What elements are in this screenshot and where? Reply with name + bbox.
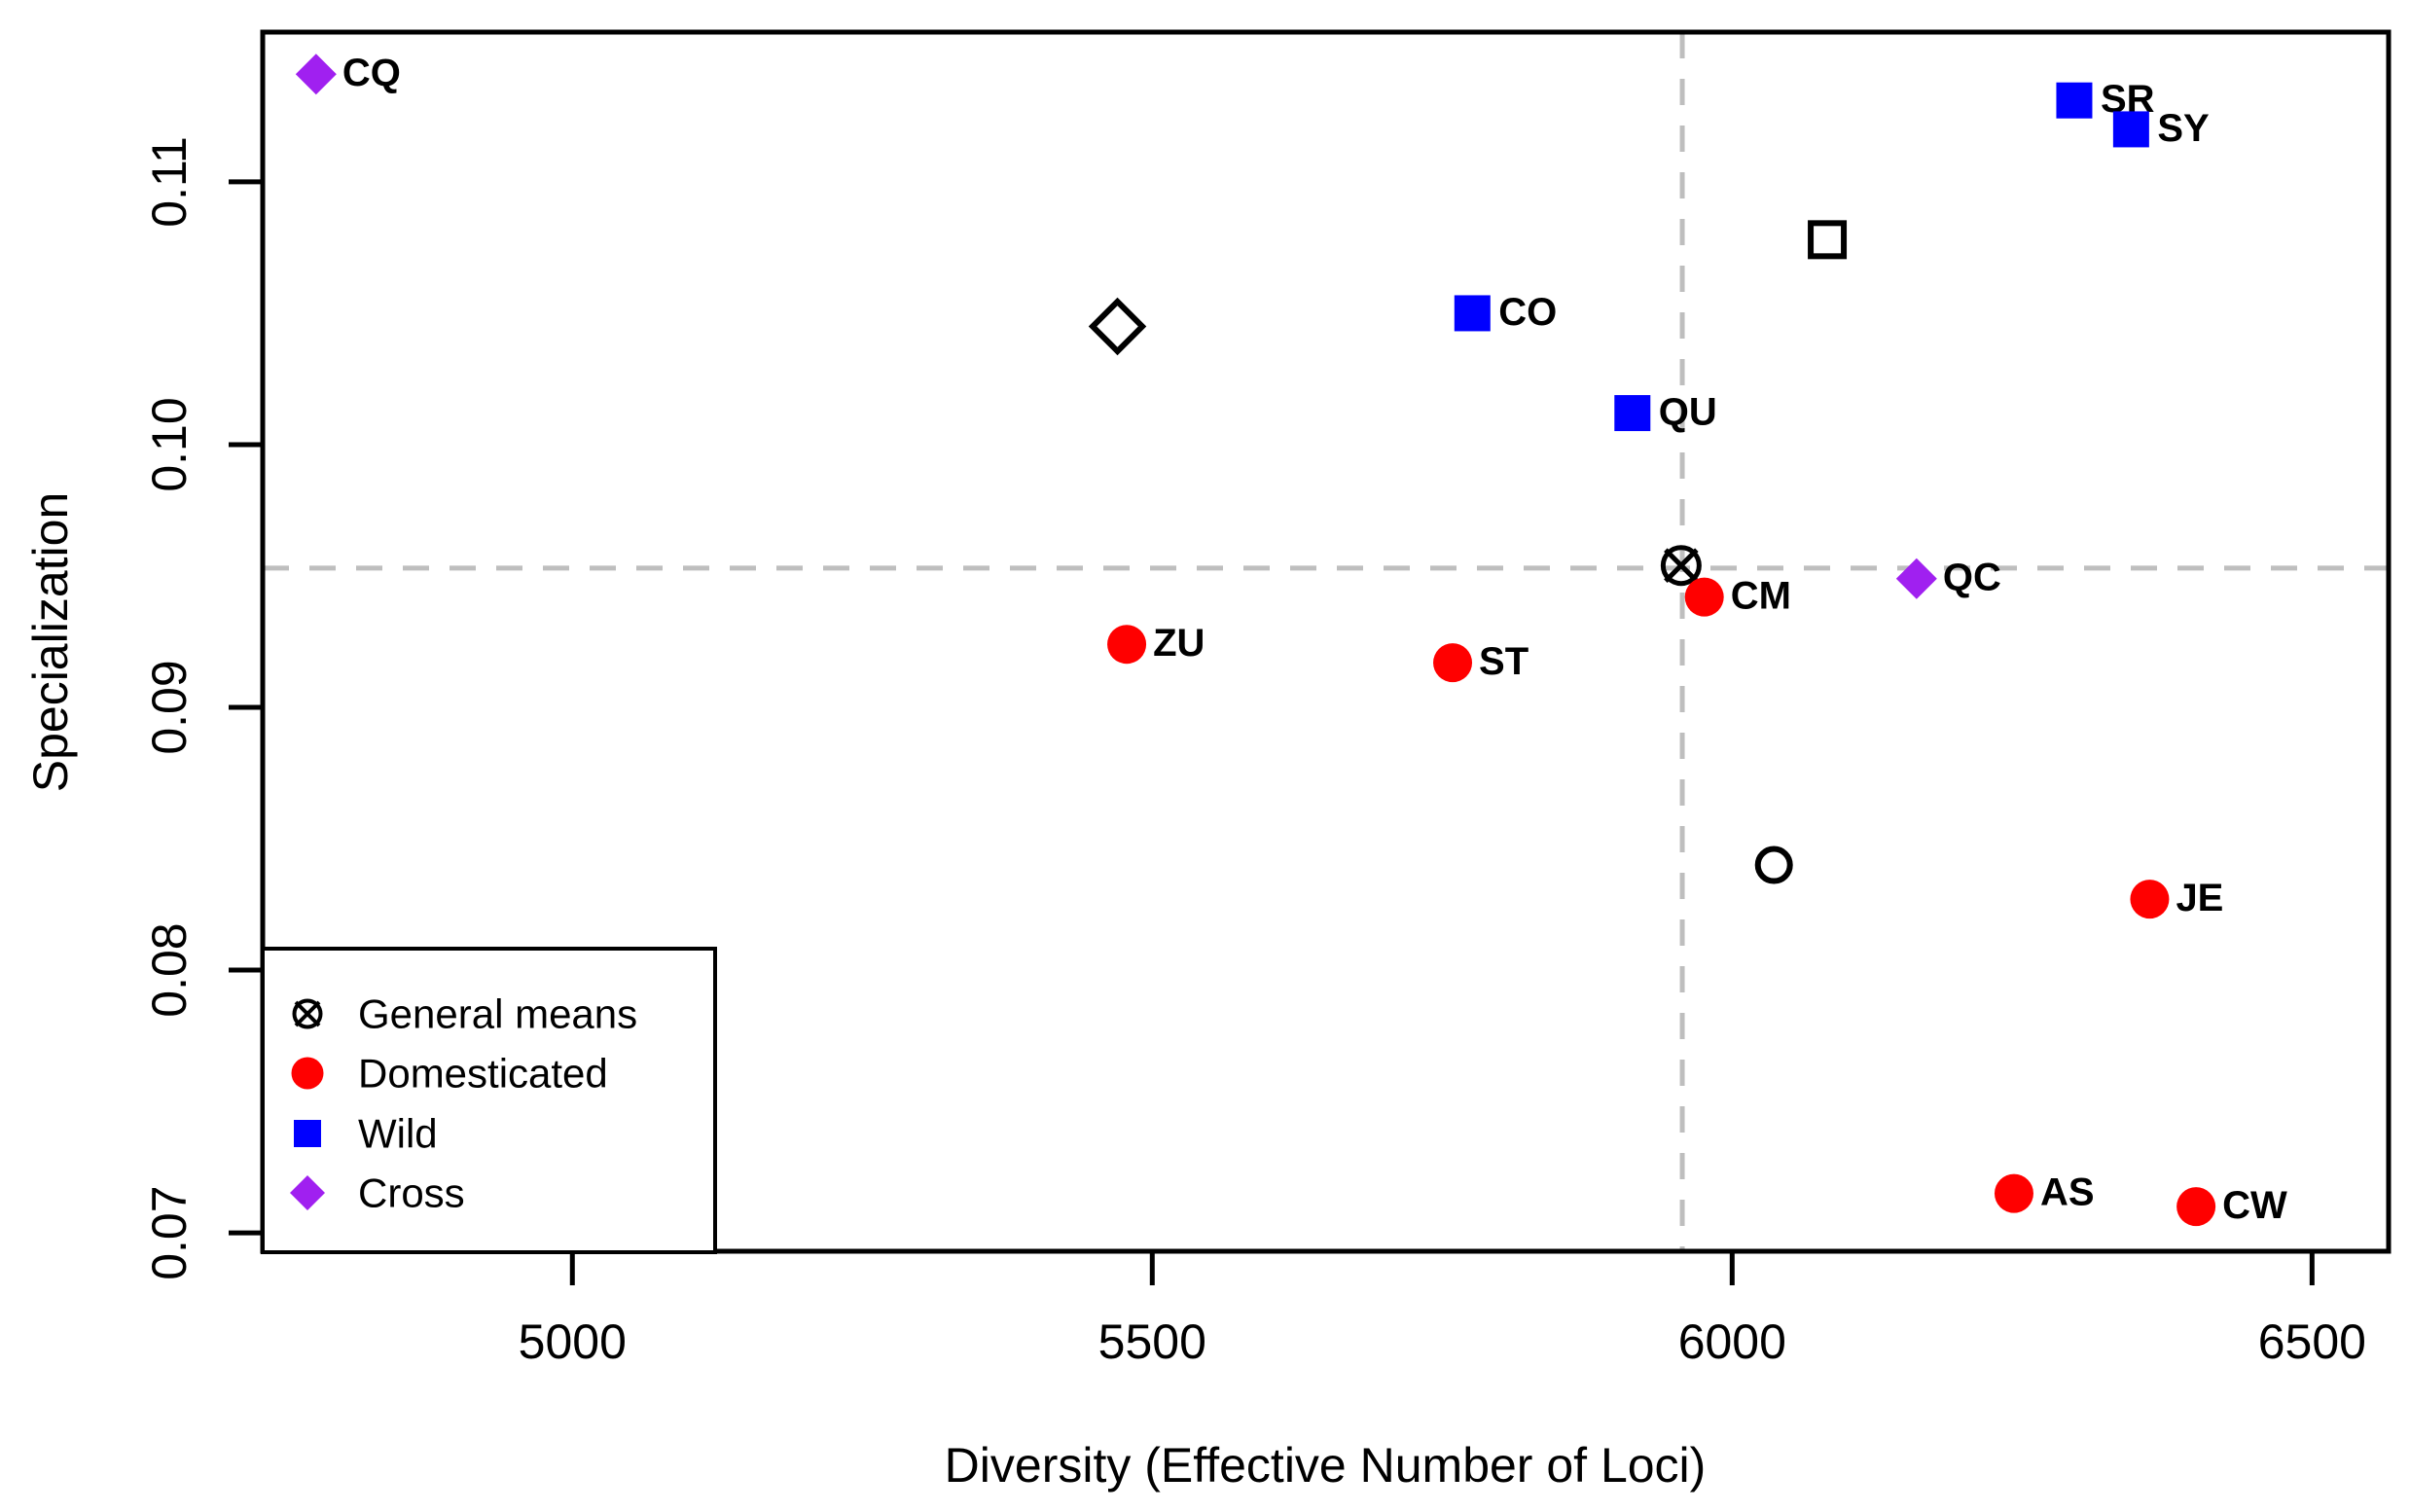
legend-symbol-cross (290, 1175, 325, 1210)
legend-box (261, 947, 717, 1254)
point-general_means-marker-circle (1660, 545, 1702, 587)
point-JE-label: JE (2176, 877, 2223, 919)
y-tick-label-0.10: 0.10 (142, 397, 197, 491)
x-tick-label-5000: 5000 (519, 1314, 627, 1369)
y-tick-label-0.09: 0.09 (142, 660, 197, 754)
point-QU-label: QU (1659, 391, 1717, 434)
legend-symbol-domesticated (291, 1057, 324, 1090)
y-tick-label-0.11: 0.11 (142, 136, 197, 228)
point-open_diamond-marker (1088, 297, 1147, 356)
legend: General means Domesticated Wild Cross (261, 947, 717, 1254)
crosshair-layer (263, 32, 2389, 1251)
legend-item-domesticated: Domesticated (291, 1051, 608, 1097)
point-CQ-marker (295, 54, 337, 95)
x-axis-title: Diversity (Effective Number of Loci) (945, 1438, 1707, 1493)
point-QU-marker (1614, 395, 1651, 432)
point-open_square-marker (1808, 220, 1848, 260)
point-CW-label: CW (2222, 1184, 2287, 1227)
point-QC-marker (1895, 558, 1937, 599)
y-axis-title: Specialization (23, 492, 78, 793)
plot-border (260, 29, 2392, 1254)
point-general_means-marker-x2 (1664, 548, 1699, 583)
point-CM-marker (1684, 577, 1724, 617)
x-tick-label-5500: 5500 (1098, 1314, 1206, 1369)
point-ST-label: ST (1479, 640, 1529, 683)
x-tick-label-6000: 6000 (1678, 1314, 1786, 1369)
point-CO-label: CO (1498, 291, 1557, 334)
point-open_circle-marker (1754, 846, 1793, 884)
point-QC-label: QC (1943, 557, 2001, 599)
x-tick-label-6500: 6500 (2258, 1314, 2366, 1369)
point-SR-marker (2056, 82, 2093, 119)
legend-item-wild: Wild (294, 1111, 438, 1157)
point-AS-marker (1994, 1173, 2033, 1213)
y-tick-label-0.07: 0.07 (142, 1185, 197, 1279)
point-SY-marker (2112, 111, 2149, 148)
legend-symbol-general-means (292, 998, 323, 1029)
legend-symbol-general-means-circle (292, 998, 323, 1029)
point-general_means-marker (1660, 545, 1702, 587)
legend-label-wild: Wild (358, 1111, 438, 1157)
point-AS-label: AS (2040, 1171, 2095, 1214)
point-CM-label: CM (1731, 575, 1791, 618)
y-tick-label-0.08: 0.08 (142, 922, 197, 1017)
legend-symbol-wild (294, 1120, 321, 1147)
legend-symbol-general-means-x2 (294, 1000, 321, 1027)
point-CW-marker (2176, 1187, 2216, 1227)
point-JE-marker (2130, 880, 2170, 919)
legend-item-cross: Cross (290, 1170, 465, 1216)
plot-frame: 5000 5500 6000 6500 0.07 0.08 0.09 0.10 0.11 (142, 29, 2392, 1369)
point-SY-label: SY (2157, 107, 2210, 150)
point-ST-marker (1433, 643, 1473, 683)
point-ZU-marker (1107, 625, 1147, 665)
point-ZU-label: ZU (1153, 622, 1205, 665)
legend-label-general-means: General means (358, 991, 637, 1037)
point-CQ-label: CQ (342, 52, 401, 94)
legend-item-general-means: General means (292, 991, 637, 1037)
legend-label-domesticated: Domesticated (358, 1051, 608, 1097)
point-CO-marker (1454, 295, 1491, 332)
legend-label-cross: Cross (358, 1170, 465, 1216)
